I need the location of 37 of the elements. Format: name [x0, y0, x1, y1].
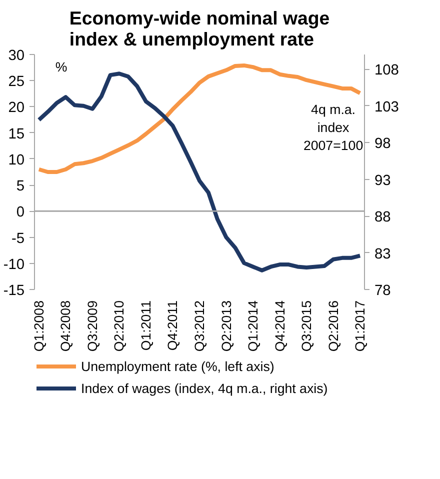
x-tick-label: Q4:2011	[165, 300, 180, 351]
legend-label: Index of wages (index, 4q m.a., right axis)	[81, 380, 328, 396]
x-tick-label: Q3:2012	[192, 300, 207, 352]
y-tick-label: 5	[16, 178, 25, 195]
y2-tick-label: 98	[374, 136, 391, 152]
x-tick-label: Q2:2013	[218, 300, 234, 352]
x-tick-label: Q1:2008	[31, 300, 46, 352]
y-tick-label: -15	[3, 283, 25, 299]
y-tick-label: 10	[8, 152, 25, 168]
y-tick-label: 0	[16, 204, 25, 221]
line-series	[36, 63, 362, 174]
x-tick-label: Q2:2016	[326, 300, 341, 352]
x-tick-label: Q1:2011	[138, 300, 154, 351]
y-tick-label: -5	[11, 230, 25, 247]
x-tick-label: Q4:2014	[272, 300, 288, 352]
y-tick-label: 25	[8, 74, 25, 90]
y2-tick-label: 93	[374, 172, 391, 189]
x-tick-label: Q3:2009	[84, 300, 100, 352]
y-tick-label: 20	[8, 100, 25, 116]
annotation: %	[55, 60, 68, 75]
x-tick-label: Q1:2017	[352, 300, 368, 352]
y-tick-label: 15	[8, 126, 25, 142]
y2-tick-label: 78	[374, 283, 391, 299]
legend-label: Unemployment rate (%, left axis)	[81, 358, 274, 374]
x-tick-label: Q2:2010	[112, 300, 127, 352]
x-tick-label: Q1:2014	[246, 300, 261, 352]
annotation: 4q m.a. index 2007=100	[303, 102, 364, 154]
x-tick-label: Q3:2015	[299, 300, 314, 352]
chart-title: Economy-wide nominal wage index & unemployment rate	[69, 8, 330, 50]
y-tick-label: 30	[8, 48, 25, 64]
y2-tick-label: 83	[374, 246, 391, 262]
y2-tick-label: 103	[374, 99, 399, 116]
line-series	[36, 72, 362, 272]
y-tick-label: -10	[3, 256, 25, 273]
y2-tick-label: 88	[374, 210, 391, 226]
x-tick-label: Q4:2008	[58, 300, 74, 352]
y2-tick-label: 108	[374, 62, 399, 79]
